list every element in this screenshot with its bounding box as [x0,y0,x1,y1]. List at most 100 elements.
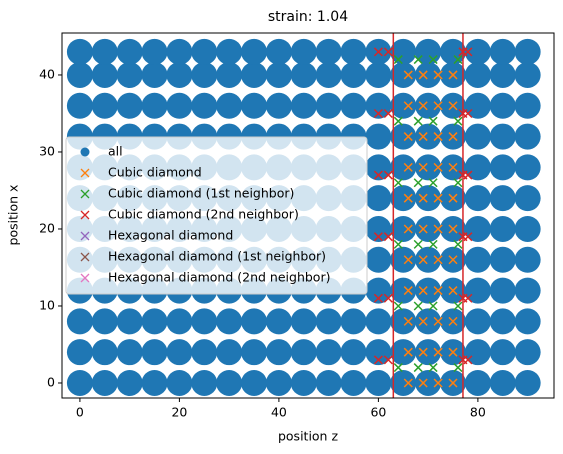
y-tick-label: 20 [39,220,55,235]
point [464,246,491,273]
point [390,38,417,65]
point [413,239,423,249]
point [116,369,143,396]
point [241,92,268,119]
point [216,308,243,335]
legend-marker [80,231,90,241]
point [514,277,541,304]
point [390,61,417,88]
point [453,239,463,249]
point [463,355,473,365]
point [403,132,413,142]
point [514,38,541,65]
point [191,369,218,396]
x-tick-label: 40 [271,405,287,420]
point [166,308,193,335]
point [433,286,443,296]
point [403,101,413,111]
point [448,347,458,357]
point [403,162,413,172]
point [464,123,491,150]
legend: all Cubic diamond Cubic diamond (1st neigh… [65,136,368,295]
point [418,193,428,203]
legend-label: Hexagonal diamond (1st neighbor) [108,249,326,264]
legend-marker [80,147,90,157]
point [241,38,268,65]
point [265,308,292,335]
point [91,61,118,88]
point [241,369,268,396]
point [489,339,516,366]
point [415,308,442,335]
point [448,132,458,142]
point [393,301,403,311]
point [365,185,392,212]
x-tick-label: 0 [76,405,84,420]
y-tick-label: 0 [47,374,55,389]
point [403,70,413,80]
legend-label: Hexagonal diamond (2nd neighbor) [108,270,330,285]
point [489,277,516,304]
y-tick-label: 30 [39,143,55,158]
point [403,286,413,296]
point [415,277,442,304]
point [365,61,392,88]
point [141,38,168,65]
point [340,92,367,119]
point [464,215,491,242]
point [166,339,193,366]
point [433,132,443,142]
legend-marker [80,189,90,199]
point [463,108,473,118]
point [290,369,317,396]
point [383,232,393,242]
point [66,339,93,366]
point [418,101,428,111]
point [463,293,473,303]
point [415,123,442,150]
x-tick-label: 60 [370,405,386,420]
point [464,38,491,65]
point [514,123,541,150]
legend-label: all [108,144,123,159]
point [514,92,541,119]
point [116,92,143,119]
point [428,363,438,373]
point [403,316,413,326]
point [464,308,491,335]
point [433,255,443,265]
point [241,339,268,366]
point [413,363,423,373]
point [428,301,438,311]
x-tick-label: 80 [470,405,486,420]
point [514,369,541,396]
point [216,369,243,396]
point [365,339,392,366]
point [514,61,541,88]
point [413,116,423,126]
point [415,185,442,212]
point [365,369,392,396]
point [315,308,342,335]
point [463,47,473,57]
point [403,255,413,265]
point [433,193,443,203]
point [418,316,428,326]
point [290,61,317,88]
point [315,61,342,88]
point [418,132,428,142]
point [413,301,423,311]
point [428,55,438,65]
point [433,70,443,80]
point [418,347,428,357]
point [191,339,218,366]
point [365,277,392,304]
point [413,178,423,188]
point [448,286,458,296]
point [433,101,443,111]
point [315,38,342,65]
point [464,277,491,304]
point [340,308,367,335]
point [390,123,417,150]
point [390,369,417,396]
